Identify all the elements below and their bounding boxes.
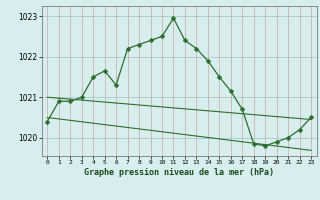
X-axis label: Graphe pression niveau de la mer (hPa): Graphe pression niveau de la mer (hPa) <box>84 168 274 177</box>
